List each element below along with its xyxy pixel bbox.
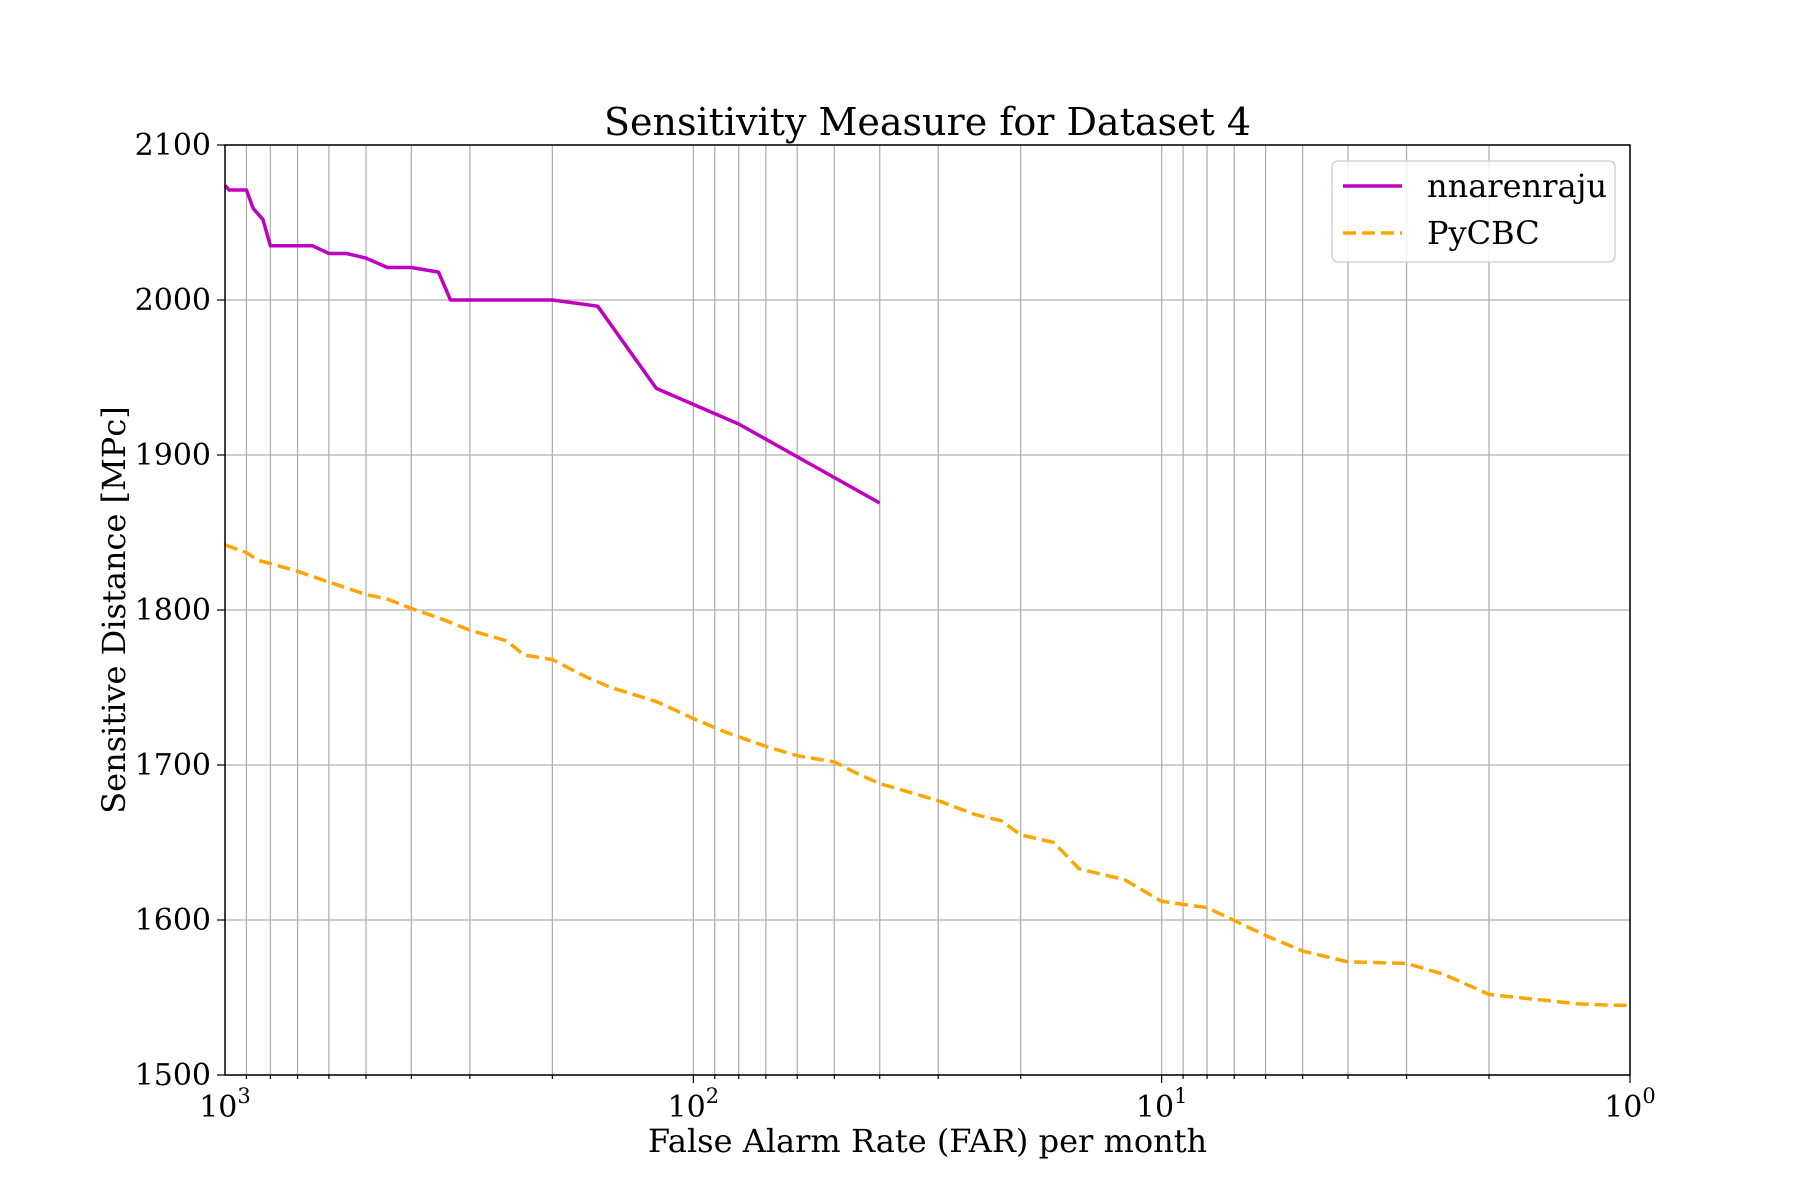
legend-label: nnarenraju [1427, 167, 1607, 205]
y-tick-label: 1500 [135, 1058, 211, 1093]
legend-label: PyCBC [1427, 214, 1540, 252]
x-tick-base: 10 [1136, 1090, 1174, 1125]
y-tick-label: 1900 [135, 438, 211, 473]
x-tick-label: 100 [1604, 1084, 1656, 1125]
x-tick-exponent: 0 [1642, 1084, 1655, 1108]
x-tick-base: 10 [668, 1090, 706, 1125]
y-tick-label: 2100 [135, 128, 211, 163]
y-tick-label: 1700 [135, 748, 211, 783]
x-axis-label: False Alarm Rate (FAR) per month [648, 1122, 1207, 1160]
x-tick-base: 10 [1604, 1090, 1642, 1125]
x-tick-exponent: 3 [237, 1084, 250, 1108]
series-line-pycbc [224, 543, 1630, 1008]
x-tick-base: 10 [199, 1090, 237, 1125]
series-line-nnarenraju [223, 184, 881, 505]
chart-title: Sensitivity Measure for Dataset 4 [604, 100, 1251, 144]
legend-box [1331, 160, 1616, 263]
x-tick-exponent: 2 [706, 1084, 719, 1108]
legend: nnarenraju PyCBC [1331, 160, 1616, 263]
y-tick-label: 2000 [135, 283, 211, 318]
x-tick-label: 102 [668, 1084, 720, 1125]
y-tick-label: 1600 [135, 903, 211, 938]
series-layer [223, 184, 1630, 1008]
y-axis-label: Sensitive Distance [MPc] [95, 406, 133, 813]
y-tick-label: 1800 [135, 593, 211, 628]
x-tick-label: 101 [1136, 1084, 1188, 1125]
x-tick-label: 103 [199, 1084, 251, 1125]
x-tick-exponent: 1 [1174, 1084, 1187, 1108]
